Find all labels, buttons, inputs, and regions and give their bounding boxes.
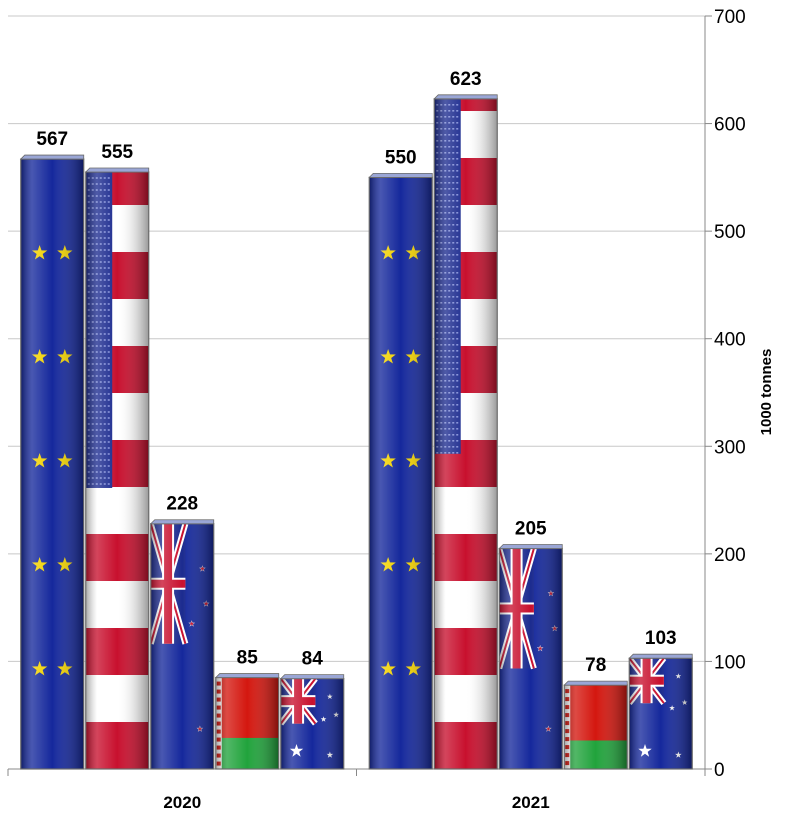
data-label: 623 xyxy=(450,69,482,90)
bars xyxy=(19,94,693,770)
x-axis: 2020 2021 xyxy=(7,769,706,812)
data-label: 550 xyxy=(385,147,417,168)
data-label: 205 xyxy=(515,518,547,539)
y-tick-label: 400 xyxy=(714,330,746,351)
x-category-label: 2021 xyxy=(512,793,550,812)
bar-belarus-flag xyxy=(563,680,628,770)
data-label: 85 xyxy=(237,648,259,669)
y-axis-title: 1000 tonnes xyxy=(758,349,775,436)
bar-eu-flag xyxy=(368,172,433,770)
data-label: 567 xyxy=(36,129,68,150)
value-labels: 567 555 228 85 84 550 623 205 78 103 xyxy=(36,69,676,676)
bar-new-zealand-flag xyxy=(498,544,563,770)
y-tick-label: 300 xyxy=(714,437,746,458)
y-tick-label: 500 xyxy=(714,222,746,243)
data-label: 228 xyxy=(166,494,198,515)
data-label: 555 xyxy=(101,142,133,163)
data-label: 103 xyxy=(645,628,677,649)
y-tick-label: 0 xyxy=(714,760,725,781)
bar-australia-flag xyxy=(279,674,345,770)
y-tick-label: 200 xyxy=(714,545,746,566)
data-label: 84 xyxy=(302,649,324,670)
bar-eu-flag xyxy=(19,154,85,770)
bar-australia-flag xyxy=(628,653,693,770)
x-category-label: 2020 xyxy=(163,793,201,812)
bar-new-zealand-flag xyxy=(149,519,215,770)
y-tick-label: 600 xyxy=(714,115,746,136)
y-tick-label: 100 xyxy=(714,652,746,673)
y-tick-label: 700 xyxy=(714,7,746,28)
bar-belarus-flag xyxy=(214,673,280,770)
data-label: 78 xyxy=(585,655,606,676)
bar-usa-flag xyxy=(433,94,498,770)
y-axis: 1000 tonnes 0 100 200 300 400 500 600 700 xyxy=(704,7,775,781)
bar-usa-flag xyxy=(84,167,150,770)
